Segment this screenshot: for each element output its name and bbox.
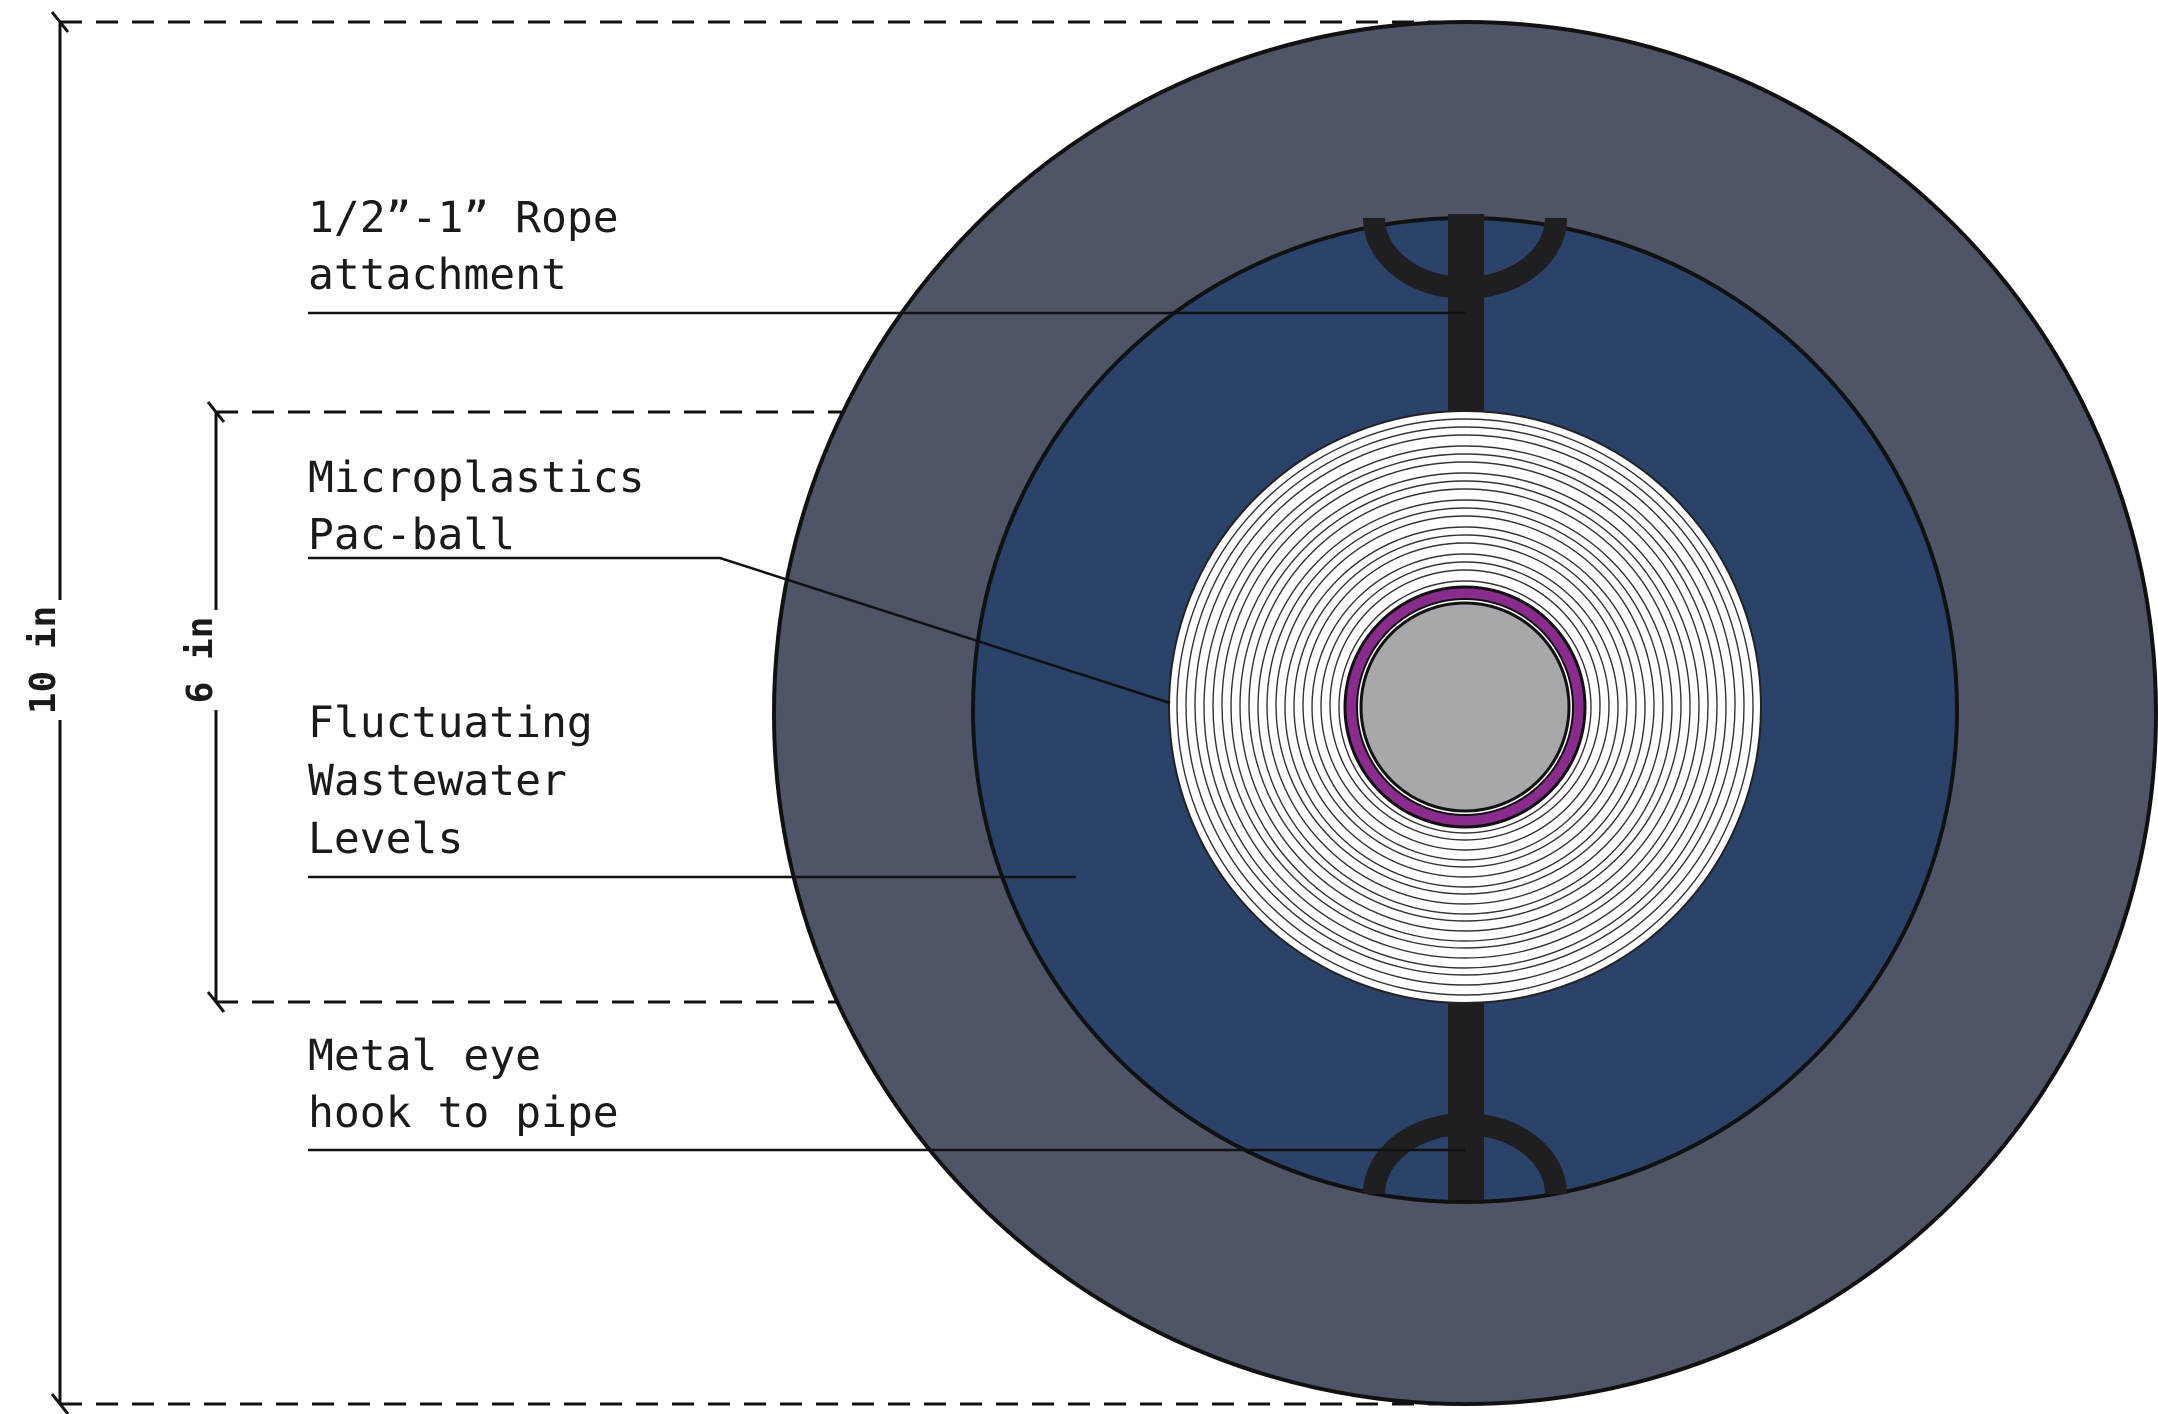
water-label: Fluctuating Wastewater Levels [308,698,593,864]
rope-label-line-2: attachment [308,250,567,300]
leader-lines [308,311,1465,1152]
pac-ball-ring [1320,561,1610,851]
pac-ball-ring [1329,569,1601,841]
pac-ball-ring [1194,434,1736,976]
pac-ball-ring [1248,488,1682,922]
hook-label-line-2: hook to pipe [308,1088,619,1138]
hook-label-line-1: Metal eye [308,1031,541,1081]
inner-dimension: 6 in [180,401,240,1013]
outer-dimension-label-bg [24,600,84,720]
pac-ball-ring [1212,453,1718,959]
rope-label-line-1: 1/2”-1” Rope [308,193,619,243]
pac-ball-ring [1266,507,1664,905]
ball-label-line-1: Microplastics [308,453,645,503]
pac-ball-ring [1311,553,1619,861]
outer-dimension-label: 10 in [23,606,64,714]
outer-dimension-tick-bottom [50,1393,70,1414]
ball-label: Microplastics Pac-ball [308,453,645,560]
outer-dimension-tick-top [50,11,70,33]
pac-ball-ring [1239,480,1691,932]
inner-dimension-tick-top [206,401,226,423]
pac-ball-ring [1230,472,1700,942]
pac-ball-ring [1293,534,1637,878]
pac-ball-ring [1185,426,1745,986]
water-label-line-2: Wastewater [308,756,567,806]
outer-dimension: 10 in [23,11,84,1414]
rope-label: 1/2”-1” Rope attachment [308,193,619,300]
inner-dimension-tick-bottom [206,991,226,1013]
pac-ball-ring [1302,542,1628,868]
hook-label: Metal eye hook to pipe [308,1031,619,1138]
pac-ball-ring [1284,526,1646,888]
ball-label-line-2: Pac-ball [308,510,515,560]
water-label-line-1: Fluctuating [308,698,593,748]
pac-ball-core [1359,601,1571,813]
pac-ball [1168,410,1762,1004]
pac-ball-ring [1203,445,1727,969]
pac-ball-ring [1176,418,1754,996]
pac-ball-rings [1176,418,1754,996]
inner-dimension-label: 6 in [180,617,221,704]
pac-ball-ring [1257,499,1673,915]
pac-ball-ring [1338,580,1592,834]
pac-ball-ring [1275,515,1655,895]
pac-ball-ring [1221,461,1709,949]
water-label-line-3: Levels [308,814,463,864]
ball-leader-line [308,556,1171,705]
inner-dimension-label-bg [180,610,240,710]
